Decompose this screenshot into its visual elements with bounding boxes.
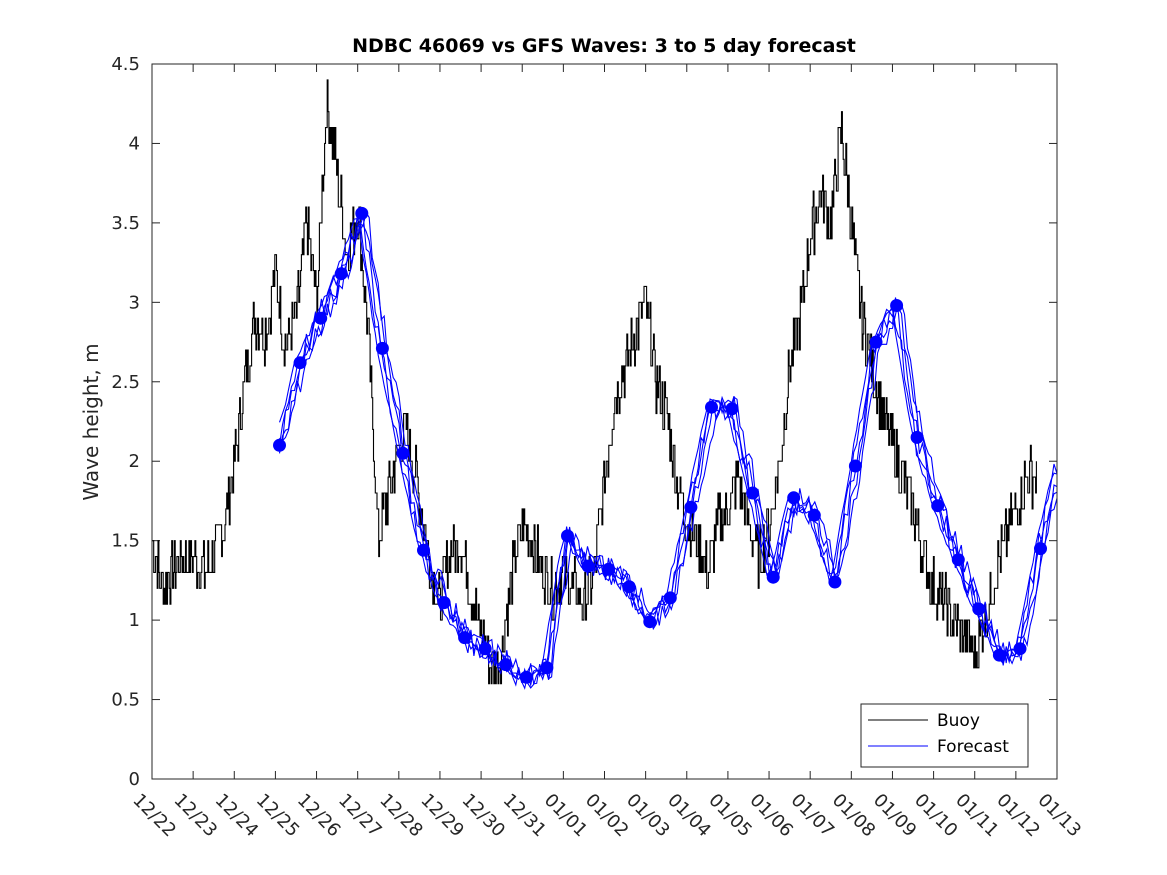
forecast-point-20: [684, 500, 698, 514]
forecast-point-17: [622, 580, 636, 594]
y-tick-labels: 0 0.5 1 1.5 2 2.5 3 3.5 4 4.5: [111, 54, 140, 790]
forecast-point-13: [540, 661, 554, 675]
forecast-line-run-0: [278, 217, 1058, 680]
y-tick-label-3: 1.5: [111, 531, 140, 552]
forecast-point-7: [417, 543, 430, 557]
y-tick-label-2: 1: [129, 610, 140, 631]
legend[interactable]: Buoy Forecast: [860, 703, 1029, 768]
forecast-line-run-2: [279, 215, 1058, 690]
y-tick-label-4: 2: [129, 451, 140, 472]
y-tick-label-1: 0.5: [111, 690, 140, 711]
legend-box: [860, 703, 1029, 768]
forecast-point-19: [663, 591, 677, 605]
forecast-point-10: [478, 642, 492, 656]
forecast-point-2: [314, 311, 328, 325]
chart-title: NDBC 46069 vs GFS Waves: 3 to 5 day fore…: [352, 35, 856, 57]
legend-buoy-label: Buoy: [937, 711, 980, 731]
forecast-point-18: [643, 615, 657, 629]
forecast-point-27: [828, 575, 842, 589]
forecast-point-16: [602, 562, 616, 576]
forecast-point-11: [499, 658, 513, 672]
forecast-point-5: [375, 341, 389, 355]
forecast-point-32: [931, 499, 945, 513]
forecast-point-1: [293, 356, 307, 370]
y-axis-label: Wave height, m: [79, 343, 103, 500]
forecast-point-25: [787, 491, 801, 505]
forecast-point-31: [910, 430, 924, 444]
forecast-point-35: [992, 648, 1006, 662]
y-tick-label-8: 4: [129, 133, 140, 154]
forecast-point-34: [972, 602, 986, 616]
forecast-point-26: [807, 508, 821, 522]
forecast-point-9: [458, 631, 472, 645]
forecast-point-22: [725, 402, 739, 416]
forecast-point-8: [437, 596, 451, 610]
forecast-point-15: [581, 559, 595, 573]
forecast-point-33: [951, 553, 965, 567]
forecast-point-4: [355, 206, 369, 220]
forecast-point-12: [519, 670, 533, 684]
forecast-point-21: [705, 400, 718, 414]
forecast-point-29: [869, 335, 883, 349]
forecast-point-28: [848, 459, 862, 473]
forecast-point-36: [1013, 642, 1027, 656]
forecast-point-23: [746, 486, 760, 500]
forecast-point-30: [890, 299, 904, 312]
axes-background: [152, 64, 1057, 779]
forecast-point-37: [1034, 542, 1047, 556]
forecast-point-3: [334, 267, 348, 281]
forecast-point-24: [766, 570, 780, 584]
legend-forecast-label: Forecast: [937, 737, 1009, 757]
y-tick-label-0: 0: [129, 769, 140, 790]
y-tick-label-7: 3.5: [111, 213, 140, 234]
y-tick-label-5: 2.5: [111, 372, 140, 393]
y-tick-label-9: 4.5: [111, 54, 140, 75]
forecast-point-14: [561, 529, 574, 543]
forecast-markers: [273, 206, 1047, 684]
axes-box: [151, 63, 1058, 780]
plot-area: [151, 63, 1058, 780]
y-tick-label-6: 3: [129, 292, 140, 313]
forecast-point-0: [273, 438, 286, 452]
forecast-point-6: [396, 446, 410, 460]
